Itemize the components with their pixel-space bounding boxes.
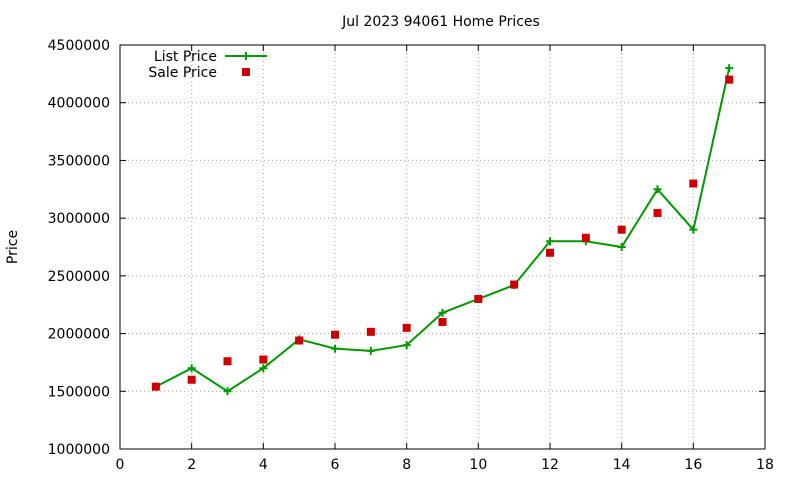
- x-tick-label: 0: [116, 457, 125, 473]
- legend-marker-list-price: [242, 52, 250, 60]
- x-tick-label: 10: [469, 457, 487, 473]
- sale-price-point: [581, 233, 590, 242]
- sale-price-point: [366, 327, 375, 336]
- legend: List Price Sale Price: [148, 49, 267, 81]
- x-tick-label: 12: [541, 457, 559, 473]
- list-price-point: [366, 346, 375, 355]
- sale-price-point: [689, 179, 698, 188]
- sale-price-point: [187, 375, 196, 384]
- sale-price-point: [438, 318, 447, 327]
- sale-price-point: [617, 225, 626, 234]
- list-price-point: [546, 237, 554, 246]
- sale-price-point: [725, 75, 734, 84]
- sale-price-point: [546, 248, 554, 257]
- x-tick-label: 6: [331, 457, 340, 473]
- x-tick-label: 2: [187, 457, 196, 473]
- sale-price-point: [259, 355, 268, 364]
- x-tick-label: 16: [684, 457, 702, 473]
- y-tick-label: 4000000: [48, 96, 110, 112]
- y-tick-label: 1000000: [48, 442, 110, 458]
- y-tick-label: 3000000: [48, 211, 110, 227]
- legend-label-list-price: List Price: [154, 49, 217, 65]
- y-axis-label: Price: [5, 230, 21, 264]
- x-tick-label: 4: [259, 457, 268, 473]
- sale-price-point: [223, 357, 232, 366]
- sale-price-point: [653, 208, 662, 217]
- x-tick-label: 14: [613, 457, 631, 473]
- y-tick-label: 3500000: [48, 153, 110, 169]
- list-price-point: [725, 64, 734, 73]
- y-tick-label: 2000000: [48, 327, 110, 343]
- y-tick-label: 1500000: [48, 384, 110, 400]
- sale-price-point: [331, 330, 339, 339]
- x-tick-label: 8: [402, 457, 411, 473]
- sale-price-point: [510, 280, 519, 289]
- list-price-point: [402, 341, 411, 350]
- list-price-point: [223, 387, 232, 396]
- chart-title: Jul 2023 94061 Home Prices: [341, 14, 540, 30]
- sale-price-point: [151, 382, 160, 391]
- axis-ticks: 0 2 4 6 8 10 12 14 16 18 1000000 1500000 2000000 2500…: [48, 38, 774, 473]
- list-price-line: [155, 67, 731, 393]
- list-price-point: [187, 364, 196, 373]
- x-tick-label: 18: [756, 457, 774, 473]
- plot-frame: [119, 44, 766, 450]
- y-tick-label: 2500000: [48, 269, 110, 285]
- y-tick-label: 4500000: [48, 38, 110, 54]
- series-layer: [151, 64, 734, 396]
- legend-label-sale-price: Sale Price: [148, 65, 217, 81]
- sale-price-point: [474, 294, 483, 303]
- list-price-point: [653, 185, 662, 194]
- list-price-point: [617, 243, 626, 251]
- grid: [120, 45, 765, 449]
- list-price-point: [438, 308, 447, 317]
- list-price-point: [689, 225, 698, 234]
- sale-price-point: [295, 336, 304, 345]
- list-price-point: [331, 344, 339, 353]
- legend-marker-sale-price: [242, 68, 250, 76]
- sale-price-point: [402, 323, 411, 332]
- list-price-point: [259, 364, 268, 373]
